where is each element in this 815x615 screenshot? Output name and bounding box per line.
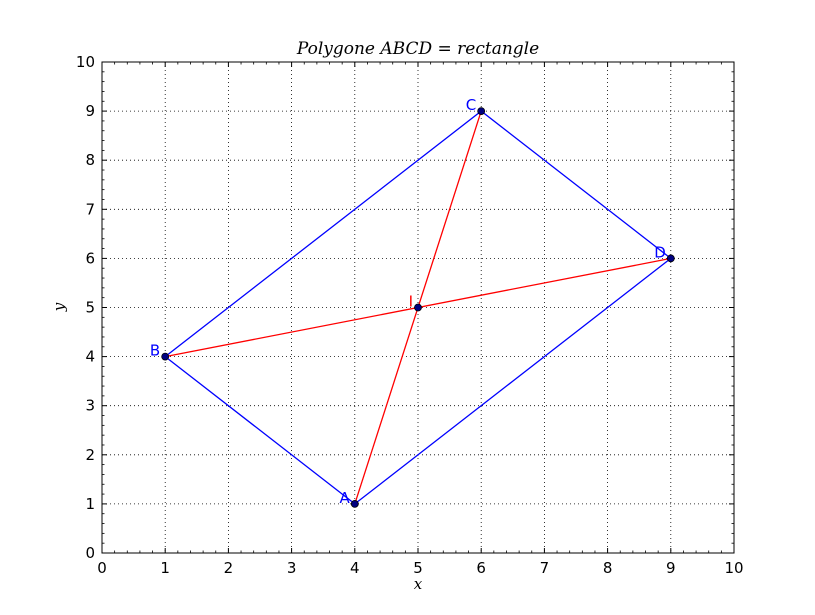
x-tick-label: 0 xyxy=(97,559,107,577)
y-tick-label: 6 xyxy=(85,249,95,267)
point-labels: A B C D I xyxy=(150,96,666,507)
data-points xyxy=(161,107,675,508)
x-axis-title: x xyxy=(414,575,423,593)
y-tick-label: 5 xyxy=(85,299,95,317)
y-tick-label: 1 xyxy=(85,495,95,513)
y-tick-label: 7 xyxy=(85,200,95,218)
x-tick-label: 8 xyxy=(603,559,613,577)
x-tick-label: 1 xyxy=(160,559,170,577)
point-label-i: I xyxy=(409,293,413,311)
point-label-a: A xyxy=(340,489,351,507)
x-tick-label: 2 xyxy=(224,559,234,577)
x-tick-label: 4 xyxy=(350,559,360,577)
y-tick-label: 9 xyxy=(85,102,95,120)
x-tick-label: 5 xyxy=(413,559,423,577)
point-marker-c xyxy=(477,107,486,115)
y-tick-label: 4 xyxy=(85,348,95,366)
point-marker-d xyxy=(666,254,675,263)
y-axis-title: y xyxy=(50,302,68,312)
axis-ticks: 0 1 2 3 4 5 6 7 8 9 10 0 1 2 3 4 5 6 7 8 9 10 xyxy=(76,53,744,577)
chart-title: Polygone ABCD = rectangle xyxy=(296,39,539,59)
point-marker-i xyxy=(414,303,422,312)
y-tick-label: 8 xyxy=(85,151,95,169)
y-tick-label: 0 xyxy=(85,544,95,562)
y-tick-label: 10 xyxy=(76,53,95,71)
point-marker-b xyxy=(161,352,170,361)
x-tick-label: 3 xyxy=(287,559,297,577)
y-tick-label: 3 xyxy=(85,397,95,415)
point-marker-a xyxy=(350,499,359,508)
x-tick-label: 7 xyxy=(540,559,550,577)
point-label-c: C xyxy=(466,96,476,114)
x-tick-label: 10 xyxy=(724,559,743,577)
y-tick-label: 2 xyxy=(85,446,95,464)
point-label-d: D xyxy=(654,243,666,261)
x-tick-label: 6 xyxy=(476,559,486,577)
point-label-b: B xyxy=(150,342,160,360)
x-tick-label: 9 xyxy=(666,559,676,577)
